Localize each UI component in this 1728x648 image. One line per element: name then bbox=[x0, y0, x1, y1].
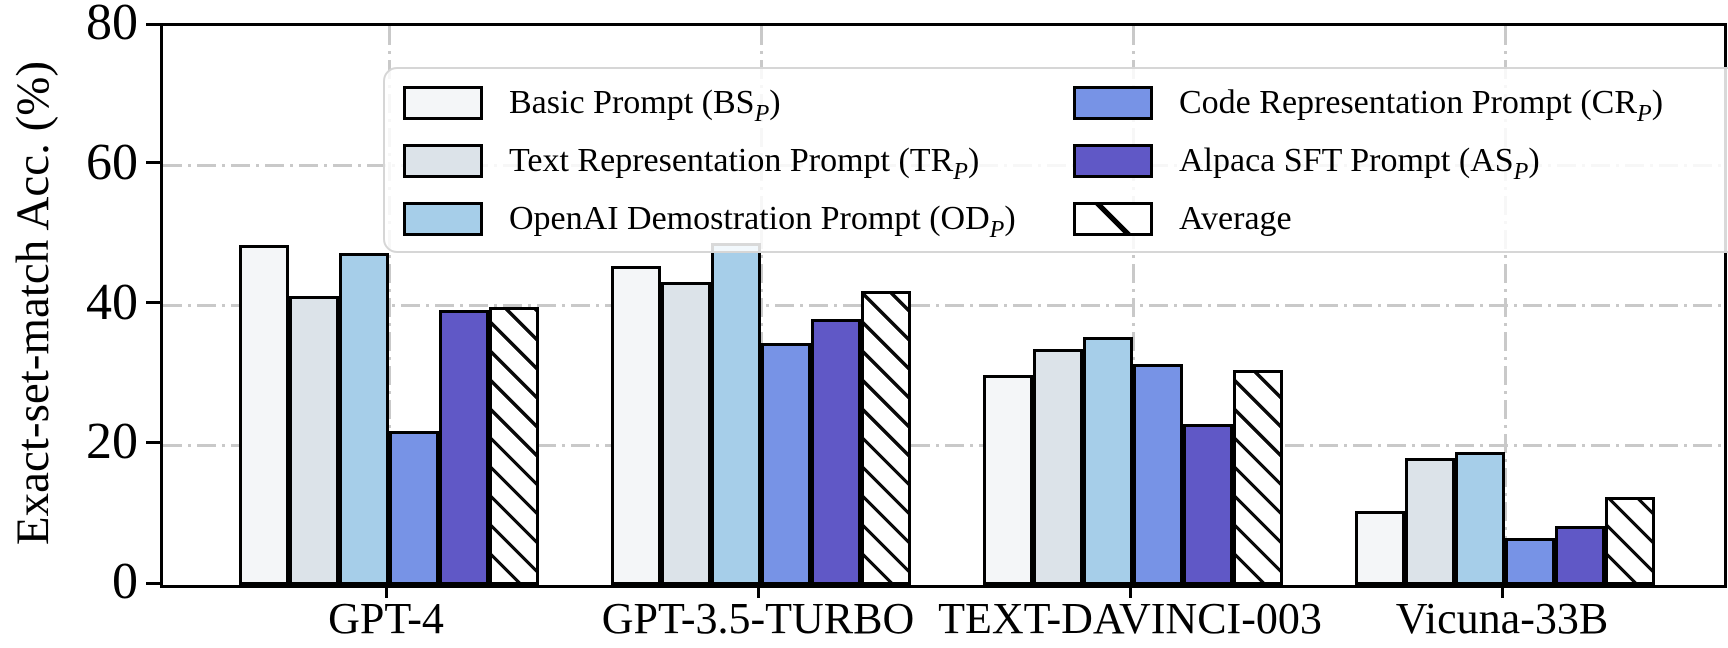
legend-column-1: Basic Prompt (BSP) Text Representation Pr… bbox=[403, 74, 1016, 248]
x-tick-label-vicuna-33b: Vicuna-33B bbox=[1395, 594, 1609, 643]
bar-vicuna-33b-basic-prompt-bs-p bbox=[1355, 510, 1405, 585]
bar-gpt-3-5-turbo-openai-demostration-prompt-od-p bbox=[711, 243, 761, 585]
legend-label-average: Average bbox=[1179, 200, 1292, 237]
h-gridline-20 bbox=[163, 443, 1724, 447]
bar-gpt-4-average bbox=[489, 306, 539, 585]
v-gridline-gpt-3-5-turbo bbox=[759, 26, 763, 585]
legend-swatch-alpaca-sft-prompt-as-p bbox=[1073, 144, 1153, 178]
y-tick-label-80: 80 bbox=[86, 0, 138, 51]
legend-label-subscript: P bbox=[1513, 158, 1529, 185]
x-tick-label-text-davinci-003: TEXT-DAVINCI-003 bbox=[938, 594, 1322, 643]
legend-swatch-average bbox=[1073, 202, 1153, 236]
legend-swatch-code-representation-prompt-cr-p bbox=[1073, 86, 1153, 120]
x-tick-mark-gpt-4 bbox=[384, 585, 388, 598]
y-tick-mark-60 bbox=[146, 161, 160, 165]
legend-item-alpaca-sft-prompt-as-p: Alpaca SFT Prompt (ASP) bbox=[1073, 132, 1663, 190]
legend-label-basic-prompt-bs-p: Basic Prompt (BSP) bbox=[509, 84, 781, 127]
bar-gpt-3-5-turbo-average bbox=[861, 290, 911, 585]
legend-swatch-openai-demostration-prompt-od-p bbox=[403, 202, 483, 236]
bar-text-davinci-003-openai-demostration-prompt-od-p bbox=[1083, 336, 1133, 585]
legend-label-code-representation-prompt-cr-p: Code Representation Prompt (CRP) bbox=[1179, 84, 1664, 127]
bar-vicuna-33b-text-representation-prompt-tr-p bbox=[1405, 457, 1455, 585]
legend-label-subscript: P bbox=[754, 100, 770, 127]
legend-label-subscript: P bbox=[953, 158, 968, 185]
bar-gpt-4-alpaca-sft-prompt-as-p bbox=[439, 309, 489, 585]
x-tick-mark-text-davinci-003 bbox=[1128, 585, 1132, 598]
legend-item-basic-prompt-bs-p: Basic Prompt (BSP) bbox=[403, 74, 1016, 132]
x-tick-label-gpt-4: GPT-4 bbox=[328, 594, 444, 643]
bar-text-davinci-003-basic-prompt-bs-p bbox=[983, 375, 1033, 585]
bar-gpt-3-5-turbo-basic-prompt-bs-p bbox=[611, 265, 661, 585]
legend-label-openai-demostration-prompt-od-p: OpenAI Demostration Prompt (ODP) bbox=[509, 200, 1016, 243]
legend-label-subscript: P bbox=[989, 216, 1005, 243]
bar-text-davinci-003-average bbox=[1233, 369, 1283, 585]
v-gridline-gpt-4 bbox=[387, 26, 391, 585]
x-tick-mark-gpt-3-5-turbo bbox=[756, 585, 760, 598]
bar-gpt-3-5-turbo-code-representation-prompt-cr-p bbox=[761, 342, 811, 585]
legend-column-2: Code Representation Prompt (CRP) Alpaca S… bbox=[1073, 74, 1663, 248]
bar-gpt-4-code-representation-prompt-cr-p bbox=[389, 431, 439, 585]
legend-label-text-representation-prompt-tr-p: Text Representation Prompt (TRP) bbox=[509, 142, 980, 185]
bar-gpt-4-text-representation-prompt-tr-p bbox=[289, 295, 339, 585]
legend-item-code-representation-prompt-cr-p: Code Representation Prompt (CRP) bbox=[1073, 74, 1663, 132]
y-tick-label-0: 0 bbox=[112, 553, 138, 610]
bar-gpt-3-5-turbo-alpaca-sft-prompt-as-p bbox=[811, 318, 861, 585]
legend-swatch-basic-prompt-bs-p bbox=[403, 86, 483, 120]
bar-text-davinci-003-code-representation-prompt-cr-p bbox=[1133, 363, 1183, 585]
y-tick-mark-40 bbox=[146, 301, 160, 304]
x-tick-mark-vicuna-33b bbox=[1500, 585, 1504, 598]
x-tick-label-gpt-3-5-turbo: GPT-3.5-TURBO bbox=[601, 594, 915, 643]
legend-item-openai-demostration-prompt-od-p: OpenAI Demostration Prompt (ODP) bbox=[403, 190, 1016, 248]
legend-swatch-text-representation-prompt-tr-p bbox=[403, 144, 483, 178]
bar-vicuna-33b-alpaca-sft-prompt-as-p bbox=[1555, 525, 1605, 585]
y-tick-mark-0 bbox=[146, 582, 160, 585]
legend-item-average: Average bbox=[1073, 190, 1663, 248]
legend-label-subscript: P bbox=[1637, 100, 1652, 127]
y-tick-label-40: 40 bbox=[86, 273, 138, 331]
bar-text-davinci-003-text-representation-prompt-tr-p bbox=[1033, 348, 1083, 585]
bar-gpt-4-openai-demostration-prompt-od-p bbox=[339, 253, 389, 585]
legend-item-text-representation-prompt-tr-p: Text Representation Prompt (TRP) bbox=[403, 132, 1016, 190]
bar-gpt-4-basic-prompt-bs-p bbox=[239, 245, 289, 585]
bar-vicuna-33b-openai-demostration-prompt-od-p bbox=[1455, 452, 1505, 585]
v-gridline-text-davinci-003 bbox=[1131, 26, 1135, 585]
bar-gpt-3-5-turbo-text-representation-prompt-tr-p bbox=[661, 282, 711, 585]
v-gridline-vicuna-33b bbox=[1503, 26, 1507, 585]
h-gridline-40 bbox=[163, 304, 1724, 307]
y-tick-label-20: 20 bbox=[86, 413, 138, 471]
bar-vicuna-33b-code-representation-prompt-cr-p bbox=[1505, 537, 1555, 585]
bar-vicuna-33b-average bbox=[1605, 496, 1655, 585]
plot-area: Basic Prompt (BSP) Text Representation Pr… bbox=[160, 23, 1728, 588]
bar-text-davinci-003-alpaca-sft-prompt-as-p bbox=[1183, 423, 1233, 585]
legend-label-alpaca-sft-prompt-as-p: Alpaca SFT Prompt (ASP) bbox=[1179, 142, 1540, 185]
y-tick-label-60: 60 bbox=[86, 133, 138, 191]
y-tick-mark-80 bbox=[146, 23, 160, 26]
y-tick-mark-20 bbox=[146, 440, 160, 444]
legend: Basic Prompt (BSP) Text Representation Pr… bbox=[383, 67, 1728, 253]
